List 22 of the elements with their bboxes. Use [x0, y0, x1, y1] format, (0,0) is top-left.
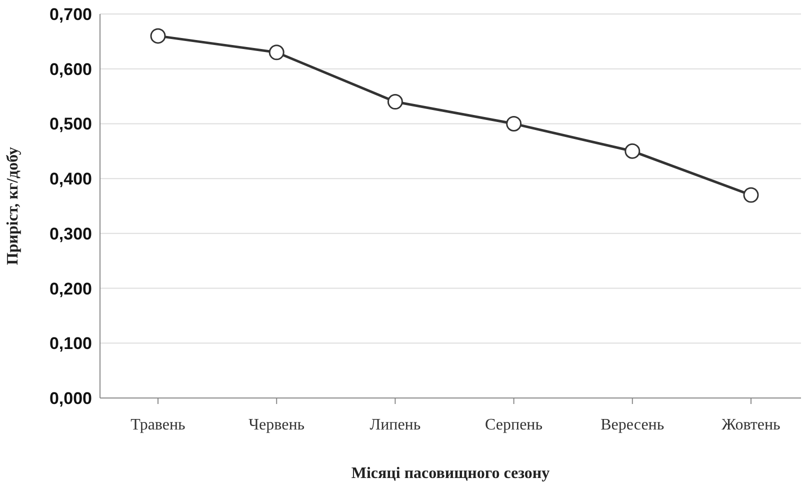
x-tick-label: Жовтень [722, 416, 780, 434]
x-tick-label: Червень [248, 416, 305, 434]
x-tick-label: Травень [130, 416, 186, 434]
y-tick-label: 0,400 [49, 170, 92, 189]
y-axis-title: Приріст, кг/добу [4, 146, 22, 266]
y-tick-label: 0,200 [49, 279, 92, 298]
y-tick-label: 0,500 [49, 114, 92, 134]
y-tick-label: 0,600 [49, 60, 92, 79]
point [743, 187, 759, 203]
y-tick-label: 0,100 [49, 334, 92, 354]
point [150, 28, 166, 44]
y-tick-label: 0,300 [49, 224, 92, 244]
y-tick-label: 0,000 [49, 389, 92, 408]
point [624, 143, 640, 159]
y-tick-label: 0,700 [49, 5, 92, 24]
x-axis-title: Місяці пасовищного сезону [351, 465, 550, 482]
point [387, 94, 403, 110]
x-tick-label: Серпень [485, 416, 543, 434]
x-tick-label: Вересень [600, 416, 664, 434]
x-tick-label: Липень [370, 416, 421, 434]
point [506, 116, 522, 132]
point [268, 44, 284, 60]
